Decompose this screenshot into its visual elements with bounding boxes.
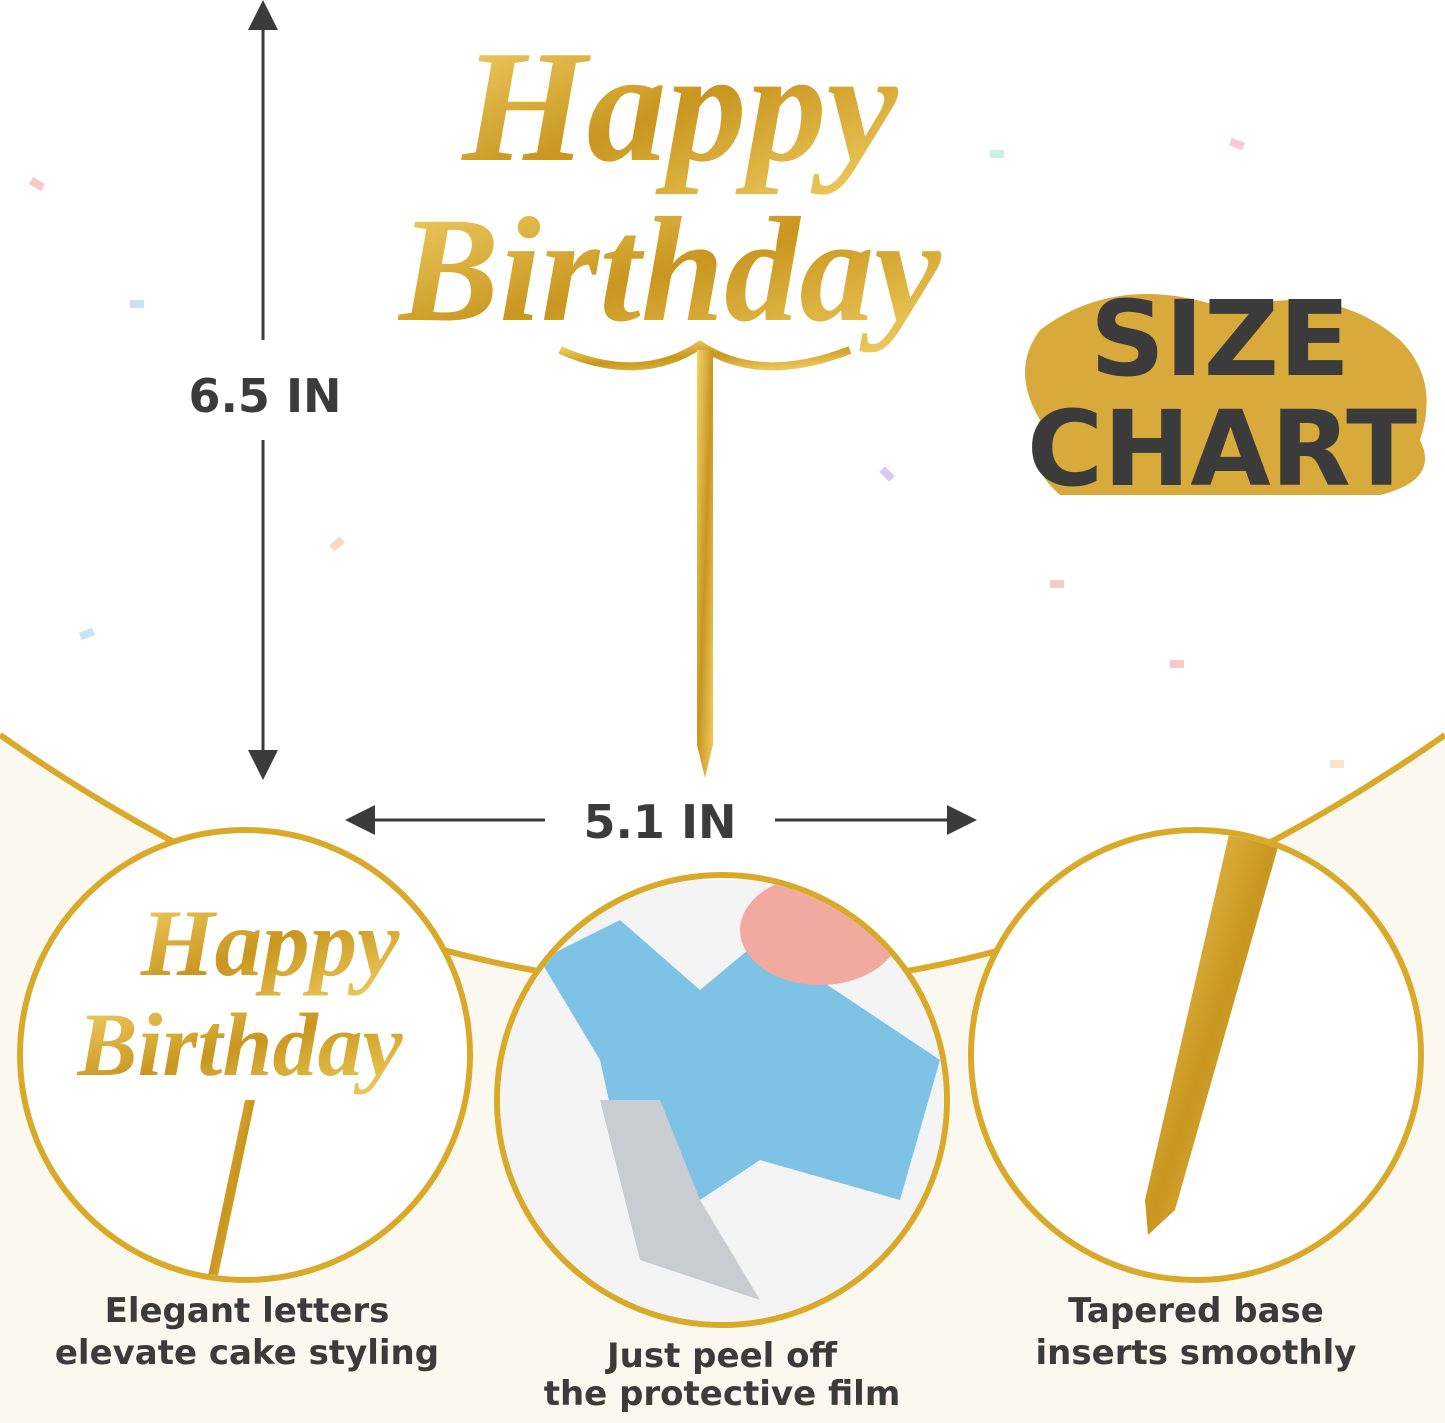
topper-stick bbox=[697, 350, 713, 778]
feature-caption: inserts smoothly bbox=[1036, 1333, 1357, 1373]
feature-caption: Elegant letters bbox=[105, 1291, 390, 1331]
topper-flourish bbox=[558, 340, 852, 371]
topper-text: Birthday bbox=[397, 187, 942, 353]
badge-blob bbox=[1025, 294, 1427, 495]
height-label: 6.5 IN bbox=[188, 369, 341, 423]
feature-caption: the protective film bbox=[544, 1374, 901, 1414]
feature-caption: Just peel off bbox=[605, 1336, 837, 1376]
feature-caption: elevate cake styling bbox=[55, 1333, 439, 1373]
topper-text: Happy bbox=[140, 890, 400, 996]
feature-caption: Tapered base bbox=[1068, 1291, 1324, 1331]
confetti bbox=[28, 137, 1344, 768]
feature-circle bbox=[17, 827, 473, 1283]
topper-stick bbox=[205, 1100, 255, 1277]
badge-text: SIZE bbox=[1090, 278, 1350, 400]
peel-film-photo bbox=[500, 878, 944, 1322]
badge-text: CHART bbox=[1027, 388, 1417, 510]
topper-text: Birthday bbox=[76, 996, 403, 1095]
width-label: 5.1 IN bbox=[583, 795, 736, 849]
tapered-base bbox=[1145, 833, 1280, 1235]
topper-text: Happy bbox=[460, 17, 898, 195]
